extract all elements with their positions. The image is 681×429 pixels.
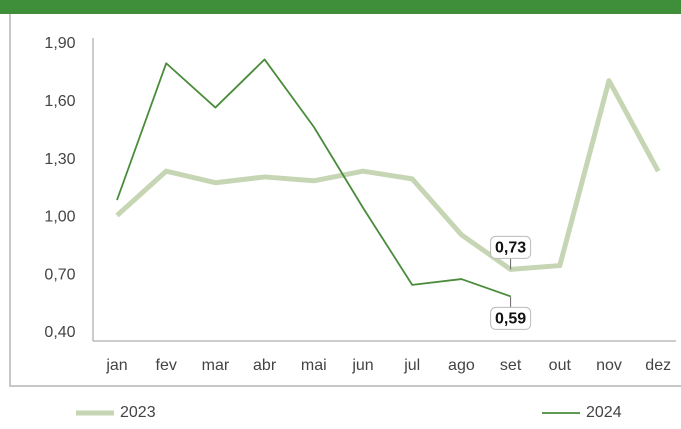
x-tick-label: dez <box>645 357 671 374</box>
label-box <box>490 235 532 259</box>
data-label: 0,73 <box>495 240 526 257</box>
y-tick-label: 0,70 <box>44 266 75 283</box>
x-tick-label: nov <box>596 357 622 374</box>
data-label: 0,59 <box>495 311 526 328</box>
legend-label: 2023 <box>120 404 156 421</box>
x-tick-label: jul <box>403 357 420 374</box>
x-tick-label: set <box>500 357 522 374</box>
frame <box>9 14 681 387</box>
x-tick-label: ago <box>448 357 475 374</box>
series-line <box>116 58 511 298</box>
y-tick-label: 1,60 <box>44 93 75 110</box>
x-tick-label: jun <box>351 357 373 374</box>
x-tick-label: out <box>549 357 572 374</box>
header-bar <box>0 0 681 14</box>
series-line <box>115 78 661 272</box>
y-tick-label: 1,90 <box>44 35 75 52</box>
legend-label: 2024 <box>586 404 622 421</box>
y-tick-label: 1,00 <box>44 209 75 226</box>
x-tick-label: abr <box>253 357 277 374</box>
x-tick-label: mai <box>301 357 327 374</box>
y-tick-label: 1,30 <box>44 151 75 168</box>
x-tick-label: jan <box>105 357 127 374</box>
x-tick-label: fev <box>156 357 177 374</box>
y-tick-label: 0,40 <box>44 324 75 341</box>
x-tick-label: mar <box>202 357 230 374</box>
label-box <box>490 306 532 330</box>
